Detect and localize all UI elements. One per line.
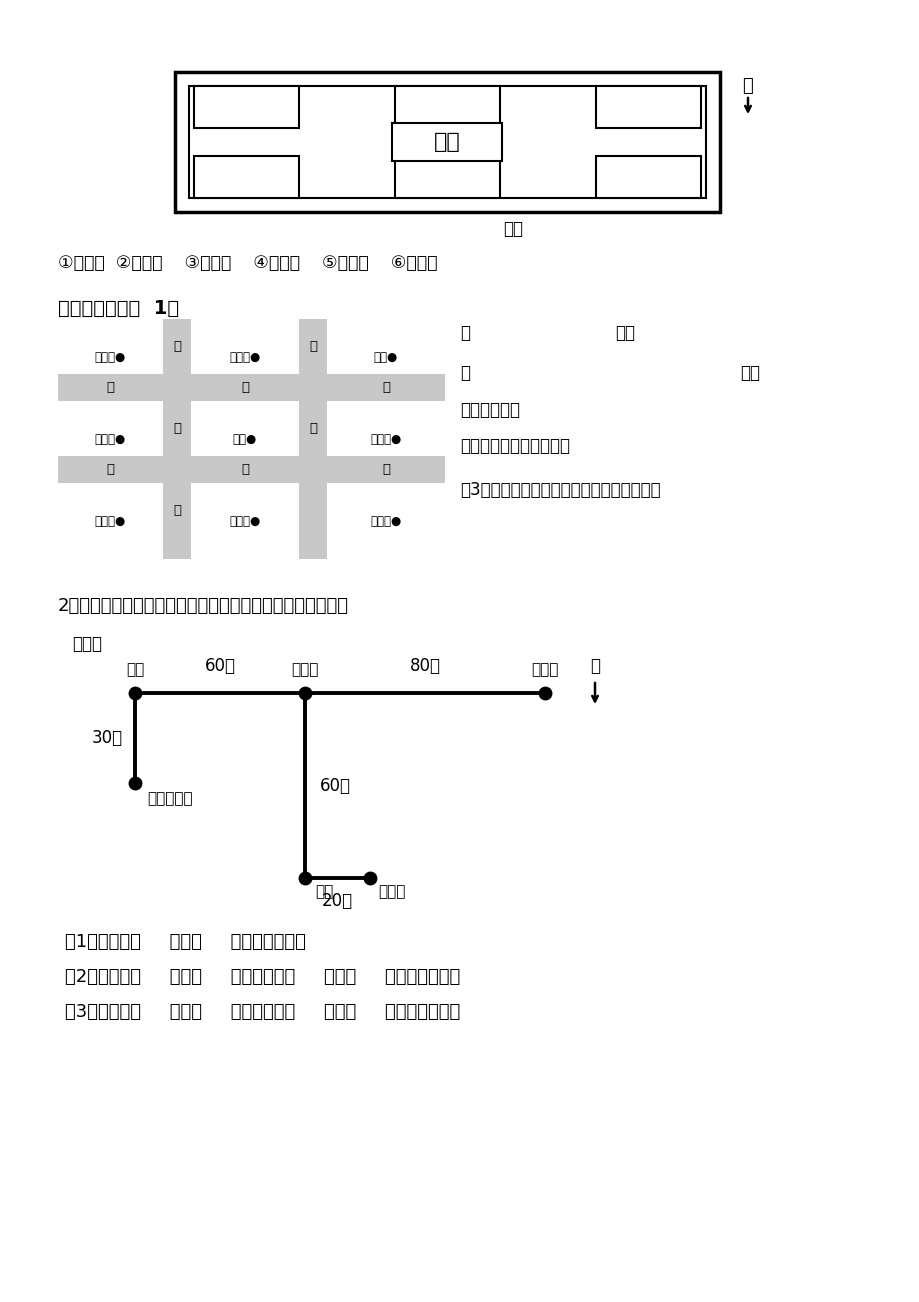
Text: 20米: 20米 [322, 892, 353, 910]
Text: 路: 路 [381, 381, 390, 395]
Text: 北: 北 [107, 464, 114, 477]
Text: 电影院: 电影院 [291, 661, 318, 677]
Text: ①环保屋  ②电脑屋    ③天文馆    ④航模馆    ⑤气象馆    ⑥生物馆: ①环保屋 ②电脑屋 ③天文馆 ④航模馆 ⑤气象馆 ⑥生物馆 [58, 254, 437, 272]
Bar [188, 86, 705, 198]
Bar [163, 319, 191, 559]
Text: （: （ [460, 324, 470, 342]
Text: （2）格格向（     ）走（     ）米，再向（     ）走（     ）米到电影院。: （2）格格向（ ）走（ ）米，再向（ ）走（ ）米到电影院。 [65, 967, 460, 986]
Text: （3）皮皮向（     ）走（     ）米，再向（     ）走（     ）米到电影院。: （3）皮皮向（ ）走（ ）米，再向（ ）走（ ）米到电影院。 [65, 1003, 460, 1021]
Text: ）。: ）。 [739, 365, 759, 381]
Text: 街: 街 [309, 422, 317, 435]
Bar [58, 374, 445, 401]
Text: （: （ [460, 365, 470, 381]
Text: 赵事●: 赵事● [233, 434, 256, 447]
Text: 小林家●: 小林家● [229, 352, 260, 365]
Text: 书店: 书店 [314, 884, 333, 898]
Text: 图书馆●: 图书馆● [229, 516, 260, 529]
Text: 花: 花 [173, 340, 181, 353]
Text: 京: 京 [241, 464, 249, 477]
Text: 图：皮皮家: 图：皮皮家 [147, 792, 192, 806]
Text: 音像店●: 音像店● [370, 516, 402, 529]
Text: 图标：: 图标： [72, 635, 102, 654]
Bar [194, 156, 299, 198]
Text: 北: 北 [589, 658, 599, 674]
Text: 2、三个小朋友都从家出发去看电影，请你根据下图填一填。: 2、三个小朋友都从家出发去看电影，请你根据下图填一填。 [58, 598, 348, 615]
Text: 大门: 大门 [503, 220, 522, 238]
Text: 80米: 80米 [409, 658, 440, 674]
Text: ），小吃店在: ），小吃店在 [460, 401, 519, 419]
Text: 路: 路 [381, 464, 390, 477]
Bar [394, 86, 499, 128]
Text: 电视台●: 电视台● [95, 352, 126, 365]
Bar [394, 156, 499, 198]
Text: 小川家●: 小川家● [95, 434, 126, 447]
Text: 三、解决问题：  1、: 三、解决问题： 1、 [58, 299, 179, 318]
Text: 格格家: 格格家 [378, 884, 405, 898]
Text: 邮局: 邮局 [126, 661, 144, 677]
Text: 60米: 60米 [204, 658, 235, 674]
Text: 新: 新 [309, 340, 317, 353]
Text: 60米: 60米 [320, 776, 351, 794]
Text: 小吃店●: 小吃店● [370, 434, 402, 447]
Text: 电影院●: 电影院● [95, 516, 126, 529]
Text: 街: 街 [173, 504, 181, 517]
Bar [194, 86, 299, 128]
Text: 和: 和 [107, 381, 114, 395]
Text: 北: 北 [742, 77, 753, 95]
Text: 园: 园 [173, 422, 181, 435]
Text: ）面，小川家在小林家的: ）面，小川家在小林家的 [460, 437, 570, 454]
Bar [391, 122, 502, 161]
Bar [596, 156, 700, 198]
Text: 邮局●: 邮局● [373, 352, 398, 365]
Text: （1）奇奇向（     ）走（     ）米到电影院。: （1）奇奇向（ ）走（ ）米到电影院。 [65, 934, 305, 950]
Bar [175, 72, 720, 212]
Bar [596, 86, 700, 128]
Text: （3）请你说一说小川去邮局，可以怎么走？: （3）请你说一说小川去邮局，可以怎么走？ [460, 480, 660, 499]
Text: 展厅: 展厅 [433, 132, 460, 152]
Bar [299, 319, 326, 559]
Text: 平: 平 [241, 381, 249, 395]
Bar [58, 456, 445, 483]
Text: ）、: ）、 [614, 324, 634, 342]
Text: 奇奇家: 奇奇家 [531, 661, 558, 677]
Text: 30米: 30米 [92, 729, 123, 747]
